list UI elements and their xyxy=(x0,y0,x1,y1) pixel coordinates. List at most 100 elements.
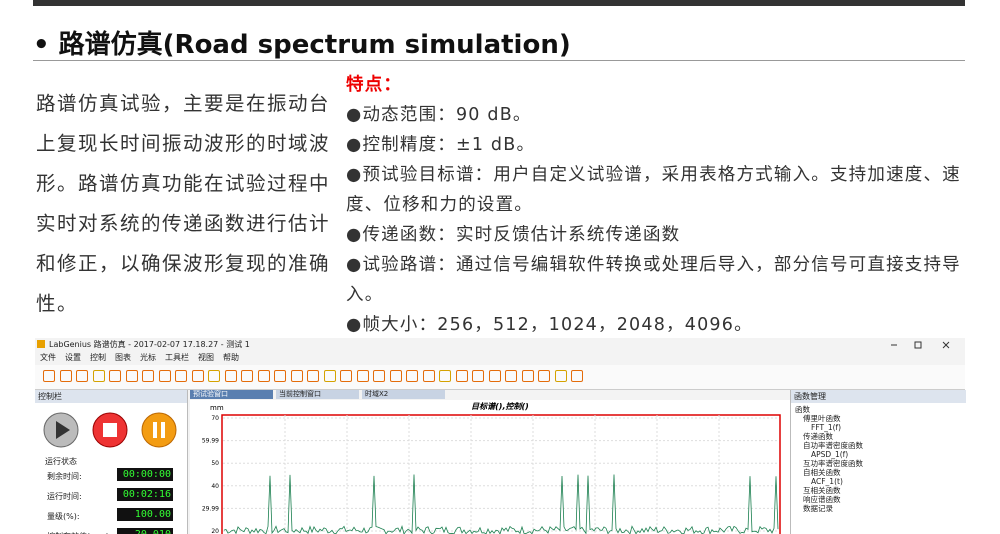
feature-item: ●预试验目标谱：用户自定义试验谱，采用表格方式输入。支持加速度、速度、位移和力的… xyxy=(346,165,961,215)
window-title: LabGenius 路谱仿真 - 2017-02-07 17.18.27 - 测… xyxy=(49,340,250,349)
feature-item: ●传递函数：实时反馈估计系统传递函数 xyxy=(346,225,681,245)
tool-icon xyxy=(257,370,270,382)
tool-icon xyxy=(439,370,451,382)
y-tick-label: 20 xyxy=(211,528,219,534)
status-value: 00:00:00 xyxy=(117,468,173,481)
tool-icon xyxy=(571,370,583,382)
status-value: 20.010 xyxy=(117,528,173,534)
tool-icon xyxy=(455,370,468,382)
plot-unit: mm xyxy=(210,404,224,412)
tool-icon xyxy=(307,370,319,382)
status-label: 量级(%): xyxy=(47,512,80,521)
tree-item: 自相关函数 xyxy=(803,468,841,477)
menu-item[interactable]: 设置 xyxy=(65,353,81,362)
status-value: 100.00 xyxy=(117,508,173,521)
y-tick-label: 70 xyxy=(211,415,219,422)
tool-icon xyxy=(191,370,204,382)
tree-item: 响应谱函数 xyxy=(803,495,841,504)
tree-item: FFT_1(f) xyxy=(811,423,842,432)
tool-icon xyxy=(422,370,435,382)
features-title: 特点： xyxy=(346,75,403,95)
intro: 路谱仿真试验，主要是在振动台上复现长时间振动波形的时域波形。路谱仿真功能在试验过… xyxy=(36,92,331,315)
tool-icon xyxy=(109,370,121,382)
tool-icon xyxy=(373,370,385,382)
toolbar xyxy=(35,365,965,390)
tree-item: 互功率谱密度函数 xyxy=(803,459,863,468)
waveform xyxy=(223,474,779,534)
tool-icon xyxy=(488,370,501,382)
feature-item: ●动态范围：90 dB。 xyxy=(346,105,532,125)
status-label: 剩余时间: xyxy=(47,472,82,481)
tree-item: 数据记录 xyxy=(803,504,833,513)
tree-item: 传递函数 xyxy=(803,432,833,441)
status-label: 控制有效值(mm): xyxy=(47,531,112,534)
y-tick-label: 59.99 xyxy=(202,438,219,445)
app-screenshot: LabGenius 路谱仿真 - 2017-02-07 17.18.27 - 测… xyxy=(35,338,966,534)
left-panel: 控制栏 运行状态 剩余时间: 00:00:00 运行时间: 00:02:16 量级(%)… xyxy=(35,390,188,534)
status-label: 运行时间: xyxy=(47,492,82,501)
window-buttons xyxy=(891,341,950,349)
menu-bar: 文件 设置 控制 图表 光标 工具栏 视图 帮助 xyxy=(40,352,239,363)
tool-icon xyxy=(505,370,517,382)
right-panel: 函数管理 函数 傅里叶函数 FFT_1(f) 传递函数 自功率谱密度函数 APSD_1(f… xyxy=(790,390,966,534)
tool-icon xyxy=(274,370,286,382)
tool-icon xyxy=(356,370,369,382)
app-icon xyxy=(37,340,45,348)
y-tick-label: 29.99 xyxy=(202,505,219,512)
tool-icon xyxy=(224,370,237,382)
transport-buttons xyxy=(43,412,177,448)
y-tick-label: 40 xyxy=(211,483,219,490)
tool-icon xyxy=(538,370,550,382)
tabs: 预试验窗口 当前控制窗口 时域X2 xyxy=(190,390,445,399)
tab[interactable]: 时域X2 xyxy=(362,390,445,399)
tab[interactable]: 当前控制窗口 xyxy=(276,390,359,399)
tool-icon xyxy=(208,370,220,382)
menu-item[interactable]: 控制 xyxy=(90,353,106,362)
tab[interactable]: 预试验窗口 xyxy=(190,390,273,399)
tool-icon xyxy=(290,370,303,382)
tool-icon xyxy=(406,370,418,382)
tree-item: ACF_1(t) xyxy=(811,477,843,486)
tree-item: APSD_1(f) xyxy=(811,450,849,459)
menu-item[interactable]: 光标 xyxy=(140,353,156,362)
tool-icon xyxy=(472,370,484,382)
tool-icon xyxy=(340,370,352,382)
menu-item[interactable]: 帮助 xyxy=(223,353,239,362)
tool-icon xyxy=(521,370,534,382)
section-title: • 路谱仿真(Road spectrum simulation) xyxy=(33,30,571,60)
menu-item[interactable]: 文件 xyxy=(40,353,56,362)
tool-icon xyxy=(175,370,187,382)
feature-item: ●帧大小：256，512，1024，2048，4096。 xyxy=(346,315,753,335)
feature-item: ●试验路谱：通过信号编辑软件转换或处理后导入，部分信号可直接支持导入。 xyxy=(346,255,961,305)
y-tick-label: 50 xyxy=(211,460,219,467)
features: 特点： ●动态范围：90 dB。 ●控制精度：±1 dB。 ●预试验目标谱：用户自定… xyxy=(346,70,971,340)
tool-icon xyxy=(125,370,138,382)
right-panel-title: 函数管理 xyxy=(791,390,966,403)
tool-icon xyxy=(92,370,105,382)
menu-item[interactable]: 图表 xyxy=(115,353,131,362)
plot-title: 目标谱(),控制() xyxy=(471,402,529,411)
tool-icon xyxy=(43,370,55,382)
menu-item[interactable]: 视图 xyxy=(198,353,214,362)
rule xyxy=(33,60,965,61)
top-strip xyxy=(33,0,965,6)
menu-item[interactable]: 工具栏 xyxy=(165,353,189,362)
tool-icon xyxy=(142,370,154,382)
tool-icon xyxy=(323,370,336,382)
tool-icon xyxy=(554,370,567,382)
plot: 目标谱(),控制() mm 70 59.99 50 40 29.99 20 xyxy=(190,400,820,534)
tree-item: 函数 xyxy=(795,405,810,414)
tool-icon xyxy=(389,370,402,382)
tool-icon xyxy=(241,370,253,382)
status-value: 00:02:16 xyxy=(117,488,173,501)
tool-icon xyxy=(76,370,88,382)
left-panel-title: 控制栏 xyxy=(35,390,187,403)
tree-item: 自功率谱密度函数 xyxy=(803,441,863,450)
feature-item: ●控制精度：±1 dB。 xyxy=(346,135,536,155)
tool-icon xyxy=(158,370,171,382)
tool-icon xyxy=(59,370,72,382)
tree-item: 傅里叶函数 xyxy=(803,414,841,423)
status-title: 运行状态 xyxy=(45,457,77,466)
tree-item: 互相关函数 xyxy=(803,486,841,495)
